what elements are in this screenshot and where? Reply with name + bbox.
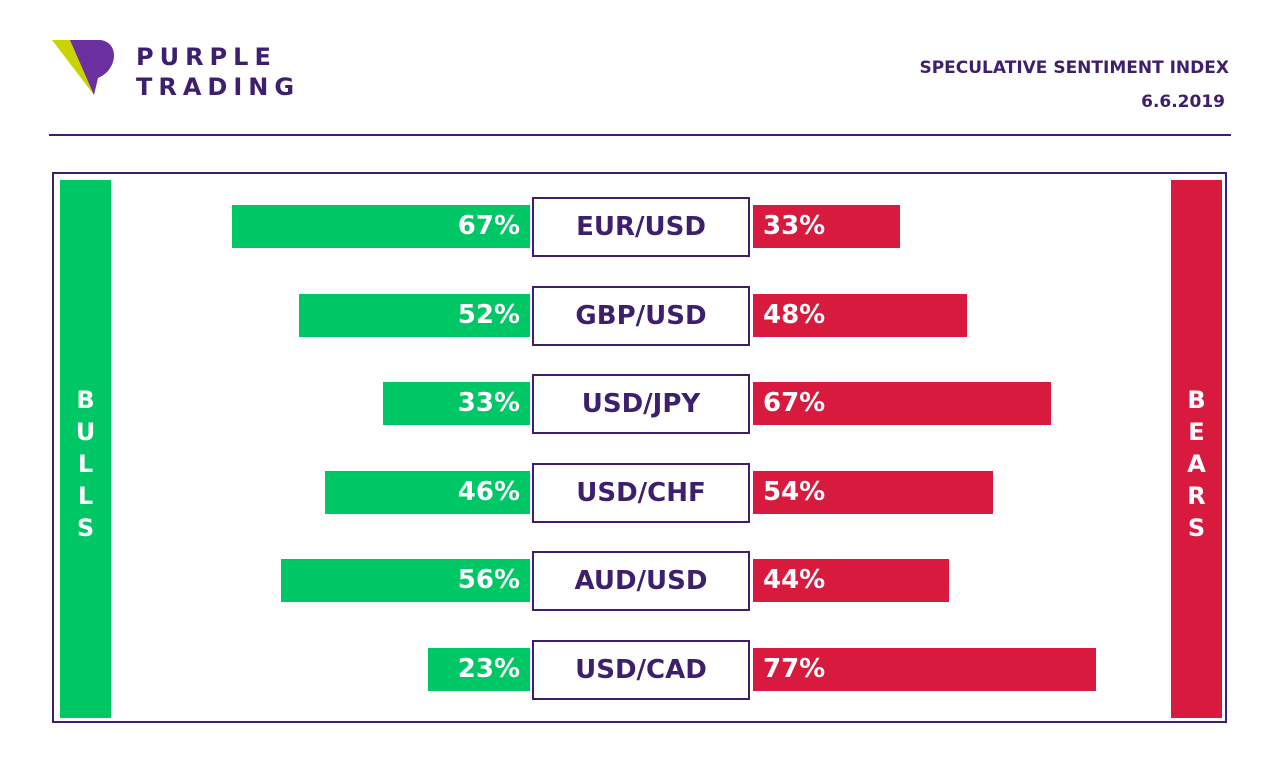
brand-line1: PURPLE [136,43,277,71]
bull-bar: 23% [428,648,530,691]
bulls-letter: L [77,450,94,478]
bears-letter: R [1187,482,1206,510]
bulls-letter: S [76,514,95,542]
bull-bar: 46% [325,471,530,514]
bear-bar: 77% [753,648,1096,691]
bull-bar: 67% [232,205,530,248]
currency-pair-label: AUD/USD [532,551,750,611]
brand-name: PURPLE TRADING [136,42,300,102]
header-divider [49,134,1231,136]
bears-letter: S [1187,514,1206,542]
bulls-letter: L [77,482,94,510]
bear-bar: 33% [753,205,900,248]
bears-letter: E [1188,418,1205,446]
brand-line2: TRADING [136,73,301,101]
page-title: SPECULATIVE SENTIMENT INDEX [919,58,1229,78]
currency-pair-label: GBP/USD [532,286,750,346]
bears-letter: B [1187,386,1206,414]
bear-bar: 44% [753,559,949,602]
currency-pair-label: USD/JPY [532,374,750,434]
bear-bar: 67% [753,382,1051,425]
currency-pair-label: USD/CAD [532,640,750,700]
currency-pair-label: EUR/USD [532,197,750,257]
bears-letter: A [1187,450,1206,478]
currency-pair-label: USD/CHF [532,463,750,523]
bulls-letter: U [75,418,96,446]
bull-bar: 52% [299,294,530,337]
logo-mark-icon [52,40,115,95]
bulls-letter: B [76,386,95,414]
bear-bar: 54% [753,471,993,514]
bull-bar: 33% [383,382,530,425]
report-date: 6.6.2019 [1141,92,1225,112]
chart-frame [52,172,1227,723]
bear-bar: 48% [753,294,967,337]
purple-trading-logo: PURPLE TRADING [52,40,312,102]
bull-bar: 56% [281,559,530,602]
